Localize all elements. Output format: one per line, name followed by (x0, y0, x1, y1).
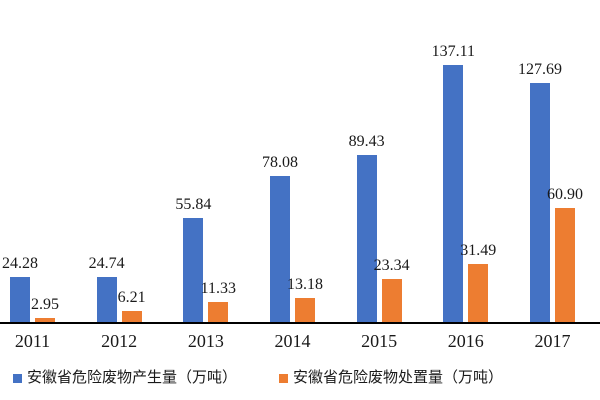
bar-value-label-disposal-2015: 23.34 (373, 257, 410, 275)
bar-disposal-2016 (468, 263, 489, 323)
bar-group-2013: 55.84 11.33 (175, 197, 236, 323)
bar-disposal-2013 (208, 301, 229, 323)
x-axis-label-2017: 2017 (534, 331, 571, 351)
plot-area: 24.28 2.95 24.74 6.21 55.84 11.33 78.08 13.18 89… (2, 44, 583, 323)
bar-group-2014: 78.08 13.18 (262, 155, 323, 323)
bar-wrap-production-2014: 78.08 (262, 155, 298, 323)
bar-value-label-disposal-2012: 6.21 (117, 289, 146, 307)
bar-value-label-production-2016: 137.11 (431, 43, 475, 61)
bar-production-2011 (10, 277, 30, 323)
bar-group-2015: 89.43 23.34 (349, 133, 410, 323)
bar-production-2015 (356, 154, 377, 323)
bar-production-2012 (96, 276, 117, 323)
legend-item-production: 安徽省危险废物产生量（万吨） (13, 371, 237, 386)
legend-swatch-disposal-icon (279, 374, 289, 383)
bar-value-label-disposal-2017: 60.90 (546, 186, 583, 204)
bar-value-label-production-2014: 78.08 (261, 154, 298, 172)
bar-disposal-2012 (121, 311, 142, 323)
bar-value-label-production-2012: 24.74 (88, 254, 125, 272)
bar-group-2016: 137.11 31.49 (432, 44, 496, 323)
x-axis-label-2011: 2011 (14, 331, 51, 351)
x-axis-label-2013: 2013 (187, 331, 224, 351)
x-axis-label-2014: 2014 (274, 331, 311, 351)
bar-value-label-disposal-2011: 2.95 (31, 295, 59, 313)
bar-disposal-2017 (554, 208, 575, 323)
x-axis-label-2015: 2015 (361, 331, 398, 351)
bar-disposal-2014 (294, 298, 315, 323)
bar-wrap-disposal-2016: 31.49 (460, 242, 496, 323)
bar-value-label-production-2013: 55.84 (175, 196, 212, 213)
bar-wrap-disposal-2011: 2.95 (31, 296, 59, 323)
bar-value-label-disposal-2016: 31.49 (460, 241, 497, 259)
legend-swatch-production-icon (13, 374, 22, 383)
legend-label-disposal: 安徽省危险废物处置量（万吨） (293, 370, 504, 386)
bar-wrap-disposal-2014: 13.18 (287, 277, 323, 323)
bar-wrap-production-2016: 137.11 (432, 44, 475, 323)
bar-value-label-production-2017: 127.69 (517, 60, 562, 78)
bar-wrap-disposal-2013: 11.33 (201, 280, 236, 323)
bar-wrap-production-2013: 55.84 (175, 197, 211, 323)
x-axis-label-2016: 2016 (447, 331, 484, 351)
bar-wrap-production-2012: 24.74 (89, 255, 125, 323)
bar-production-2014 (269, 176, 290, 323)
bar-value-label-production-2015: 89.43 (348, 132, 385, 150)
bar-group-2012: 24.74 6.21 (89, 255, 146, 323)
bar-disposal-2011 (35, 317, 55, 323)
x-axis-label-2012: 2012 (101, 331, 138, 351)
legend: 安徽省危险废物产生量（万吨） 安徽省危险废物处置量（万吨） (13, 371, 503, 386)
bar-production-2013 (183, 218, 204, 323)
bar-wrap-disposal-2017: 60.90 (547, 187, 583, 323)
bar-wrap-production-2015: 89.43 (349, 133, 385, 323)
bar-wrap-disposal-2015: 23.34 (374, 258, 410, 323)
bar-wrap-disposal-2012: 6.21 (118, 290, 146, 323)
bar-disposal-2015 (381, 279, 402, 323)
bar-production-2017 (529, 82, 550, 323)
legend-item-disposal: 安徽省危险废物处置量（万吨） (279, 371, 503, 386)
x-axis-labels: 2011 2012 2013 2014 2015 2016 2017 (10, 331, 575, 352)
bar-wrap-production-2017: 127.69 (518, 61, 562, 323)
bar-value-label-disposal-2014: 13.18 (286, 276, 323, 294)
legend-label-production: 安徽省危险废物产生量（万吨） (27, 370, 238, 386)
bar-wrap-production-2011: 24.28 (2, 256, 38, 323)
bar-group-2017: 127.69 60.90 (518, 61, 583, 323)
x-axis-line (0, 322, 600, 324)
bar-value-label-production-2011: 24.28 (2, 255, 38, 273)
bar-value-label-disposal-2013: 11.33 (200, 279, 237, 297)
bar-production-2016 (443, 65, 464, 323)
bar-group-2011: 24.28 2.95 (2, 256, 59, 323)
